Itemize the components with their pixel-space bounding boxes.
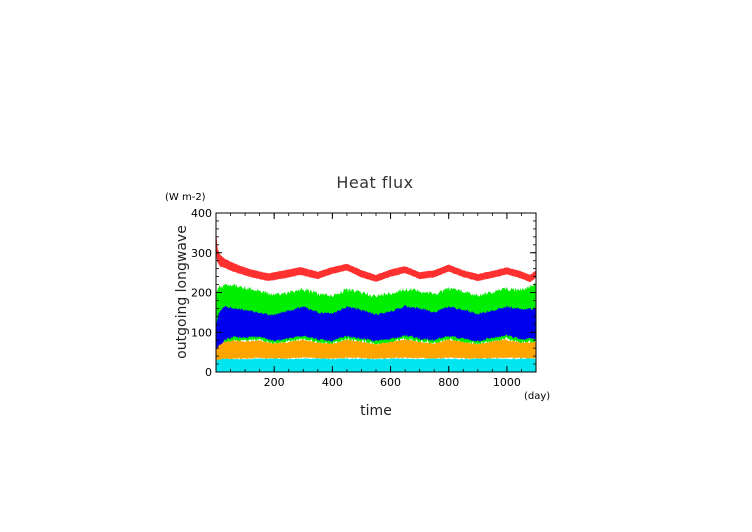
x-axis-unit: (day) <box>524 391 550 402</box>
y-axis-label: outgoing longwave <box>174 225 190 359</box>
series-layer <box>215 233 537 373</box>
y-tick-label: 100 <box>191 326 212 339</box>
x-axis-label: time <box>360 403 392 419</box>
x-tick-label: 800 <box>438 376 459 389</box>
axis-layer: 200 400 600 800 1000 0 100 200 300 400 <box>191 207 537 389</box>
x-tick-label: 600 <box>380 376 401 389</box>
y-tick-label: 300 <box>191 247 212 260</box>
y-tick-label: 400 <box>191 207 212 220</box>
x-tick-label: 200 <box>264 376 285 389</box>
y-axis-unit: (W m-2) <box>165 192 206 203</box>
series-band-1 <box>215 233 537 283</box>
x-tick-label: 1000 <box>493 376 521 389</box>
y-tick-label: 200 <box>191 287 212 300</box>
chart-title: Heat flux <box>336 173 413 192</box>
y-tick-label: 0 <box>205 366 212 379</box>
x-tick-label: 400 <box>322 376 343 389</box>
